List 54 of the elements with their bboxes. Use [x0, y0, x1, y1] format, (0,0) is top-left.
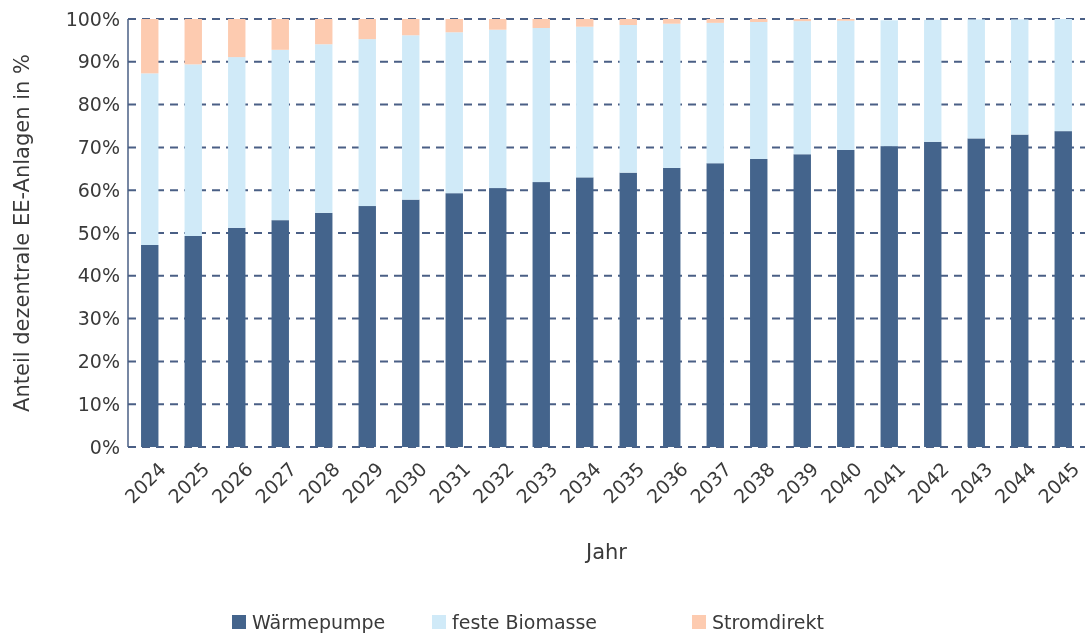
bar [750, 19, 768, 22]
bar [576, 19, 594, 27]
y-tick-label: 90% [77, 50, 120, 73]
bar [489, 29, 507, 189]
bar [315, 44, 333, 213]
bar [141, 73, 159, 245]
bar [706, 19, 724, 23]
bar [489, 19, 507, 30]
legend-label: feste Biomasse [452, 610, 598, 633]
bar [532, 19, 550, 28]
y-axis-title: Anteil dezentrale EE-Anlagen in % [10, 54, 35, 412]
bar [619, 24, 637, 173]
y-tick-label: 100% [65, 7, 120, 30]
x-axis-title: Jahr [583, 540, 628, 565]
y-tick-label: 70% [77, 136, 120, 159]
y-tick-label: 20% [77, 350, 120, 373]
bar [1054, 19, 1072, 132]
bar [315, 19, 333, 45]
legend-label: Stromdirekt [712, 610, 824, 633]
bar [228, 57, 246, 228]
bar [619, 19, 637, 25]
bar [184, 64, 202, 236]
y-tick-label: 40% [77, 264, 120, 287]
bar [532, 27, 550, 183]
bar [576, 26, 594, 178]
bar [750, 22, 768, 159]
bar [793, 21, 811, 155]
y-tick-label: 10% [77, 392, 120, 415]
bar [967, 19, 985, 139]
bar [924, 19, 942, 142]
bar [706, 22, 724, 164]
bar [271, 19, 289, 50]
bar [184, 19, 202, 65]
bar [663, 19, 681, 24]
bar [271, 49, 289, 221]
y-tick-label: 60% [77, 178, 120, 201]
bar [358, 39, 376, 207]
bar [358, 19, 376, 40]
bar [445, 32, 463, 194]
bar [402, 35, 420, 200]
legend-label: Wärmepumpe [252, 610, 386, 633]
bar [228, 19, 246, 58]
bar [837, 20, 855, 150]
bar [880, 20, 898, 147]
bar [663, 23, 681, 168]
bar [1011, 19, 1029, 135]
y-tick-label: 80% [77, 93, 120, 116]
bar [402, 19, 420, 36]
bar [141, 19, 159, 74]
y-tick-label: 0% [89, 435, 120, 458]
y-tick-label: 50% [77, 221, 120, 244]
bar [445, 19, 463, 33]
y-tick-label: 30% [77, 307, 120, 330]
bar [793, 19, 811, 22]
